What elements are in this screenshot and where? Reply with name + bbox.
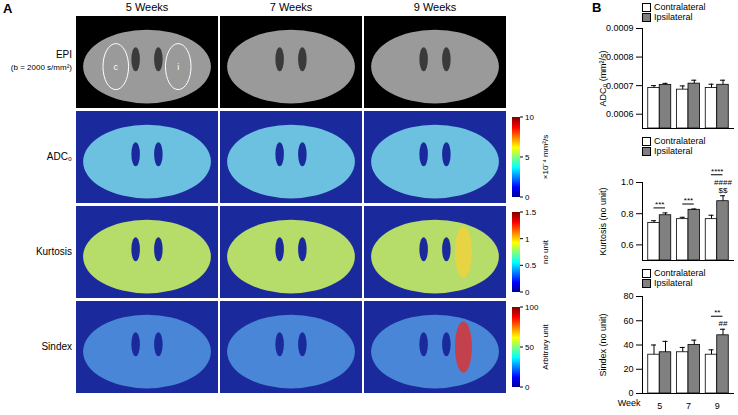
svg-text:0: 0 — [628, 388, 634, 399]
svg-text:A: A — [3, 1, 13, 16]
html-text:Contralateral: Contralateral — [654, 136, 706, 146]
svg-text:$$: $$ — [719, 186, 728, 195]
svg-text:0.8: 0.8 — [621, 209, 634, 219]
svg-text:c: c — [114, 62, 119, 72]
svg-text:0: 0 — [525, 193, 530, 202]
svg-text:40: 40 — [623, 340, 633, 350]
svg-text:**: ** — [714, 308, 720, 317]
html-text:Ipsilateral: Ipsilateral — [654, 12, 693, 22]
svg-text:ADC₀ (mm²/s): ADC₀ (mm²/s) — [598, 50, 608, 106]
svg-text:7 Weeks: 7 Weeks — [270, 1, 313, 13]
svg-text:0.0007: 0.0007 — [606, 81, 634, 91]
svg-text:10: 10 — [525, 113, 534, 122]
svg-text:5: 5 — [525, 153, 530, 162]
svg-text:Arbitrary unit: Arbitrary unit — [541, 324, 550, 370]
svg-text:***: *** — [684, 196, 693, 205]
svg-text:****: **** — [711, 167, 723, 176]
svg-text:0: 0 — [525, 288, 530, 297]
svg-text:Week: Week — [618, 398, 641, 408]
svg-text:Kurtosis: Kurtosis — [36, 246, 72, 257]
html-text:Ipsilateral: Ipsilateral — [654, 278, 693, 288]
svg-text:Sindex (no unit): Sindex (no unit) — [598, 313, 608, 376]
svg-text:20: 20 — [623, 364, 633, 374]
svg-text:100: 100 — [525, 303, 539, 312]
svg-text:1: 1 — [525, 235, 530, 244]
svg-text:50: 50 — [525, 343, 534, 352]
svg-text:no unit: no unit — [541, 239, 550, 264]
svg-text:0.5: 0.5 — [525, 261, 537, 270]
svg-text:60: 60 — [623, 316, 633, 326]
svg-text:×10⁻⁴ mm²/s: ×10⁻⁴ mm²/s — [541, 135, 550, 179]
svg-text:0.6: 0.6 — [621, 240, 634, 250]
svg-text:0.0008: 0.0008 — [606, 52, 634, 62]
svg-text:##: ## — [719, 319, 728, 328]
svg-text:9 Weeks: 9 Weeks — [414, 1, 457, 13]
svg-text:Sindex: Sindex — [41, 341, 72, 352]
svg-text:0: 0 — [525, 383, 530, 392]
svg-text:80: 80 — [623, 291, 633, 301]
svg-text:0.0006: 0.0006 — [606, 109, 634, 119]
svg-text:Kurtosis (no unit): Kurtosis (no unit) — [598, 187, 608, 255]
svg-text:7: 7 — [686, 401, 691, 411]
svg-text:ADC₀: ADC₀ — [47, 151, 72, 162]
svg-text:i: i — [177, 62, 179, 72]
svg-text:1.5: 1.5 — [525, 208, 537, 217]
svg-text:***: *** — [655, 200, 664, 209]
html-text:Ipsilateral: Ipsilateral — [654, 146, 693, 156]
svg-text:5 Weeks: 5 Weeks — [126, 1, 169, 13]
html-text:B: B — [592, 0, 602, 15]
html-text:Contralateral: Contralateral — [654, 2, 706, 12]
svg-text:(b = 2000 s/mm²): (b = 2000 s/mm²) — [11, 63, 72, 72]
svg-text:####: #### — [714, 178, 732, 187]
svg-text:EPI: EPI — [56, 49, 72, 60]
svg-text:5: 5 — [657, 401, 662, 411]
svg-text:9: 9 — [715, 401, 720, 411]
svg-text:0.0009: 0.0009 — [606, 23, 634, 33]
svg-text:1.0: 1.0 — [621, 177, 634, 187]
html-text:Contralateral: Contralateral — [654, 268, 706, 278]
